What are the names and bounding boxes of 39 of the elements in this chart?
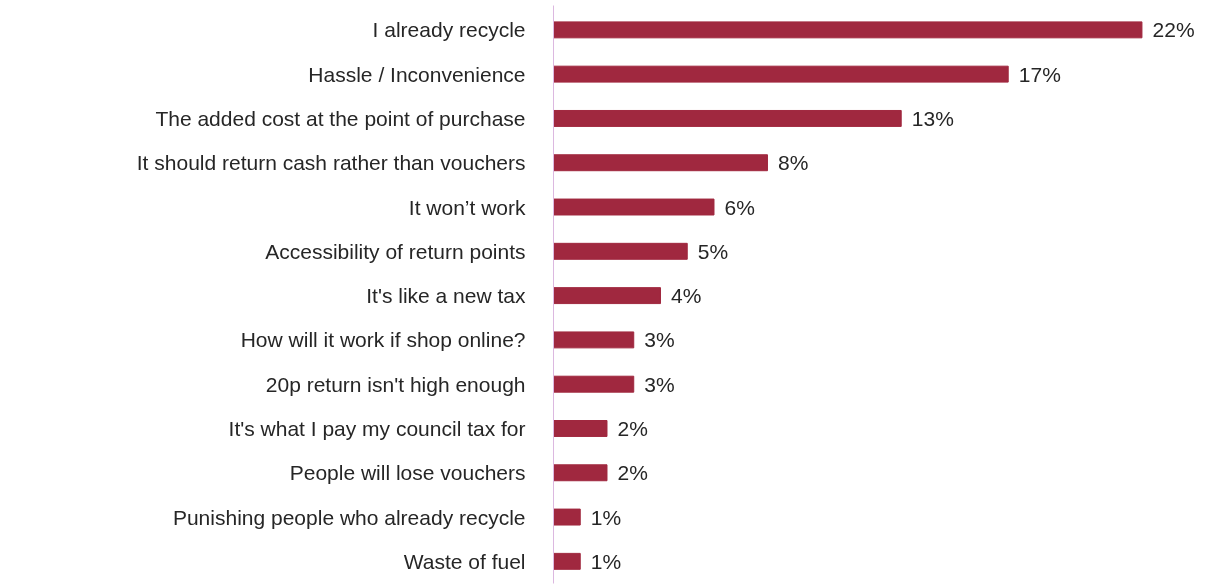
y-tick-label: It's what I pay my council tax for xyxy=(228,416,526,440)
y-tick-label: Accessibility of return points xyxy=(265,239,526,263)
data-label: 1% xyxy=(590,505,622,529)
data-label: 22% xyxy=(1152,18,1195,42)
data-label: 17% xyxy=(1018,62,1061,86)
y-tick-label: The added cost at the point of purchase xyxy=(155,106,526,130)
bar xyxy=(553,21,1143,39)
data-label: 3% xyxy=(644,372,675,396)
data-label: 5% xyxy=(697,239,729,263)
bar xyxy=(553,464,608,482)
data-label: 6% xyxy=(724,195,755,219)
bar xyxy=(553,375,635,393)
y-tick-label: How will it work if shop online? xyxy=(240,328,526,352)
bar xyxy=(553,420,608,437)
data-label: 3% xyxy=(644,328,675,352)
y-tick-label: I already recycle xyxy=(372,18,526,42)
bar xyxy=(553,331,635,349)
y-tick-label: Waste of fuel xyxy=(403,549,526,573)
y-tick-label: It should return cash rather than vouchers xyxy=(136,151,526,175)
bar xyxy=(553,242,688,260)
data-label: 8% xyxy=(778,151,809,175)
y-tick-label: Punishing people who already recycle xyxy=(172,505,526,529)
data-label: 1% xyxy=(590,549,622,573)
bar xyxy=(553,154,768,172)
y-tick-label: People will lose vouchers xyxy=(289,461,526,485)
data-label: 2% xyxy=(617,461,648,485)
bar xyxy=(553,287,661,305)
bar xyxy=(553,65,1009,83)
y-tick-label: It's like a new tax xyxy=(366,284,526,308)
data-label: 4% xyxy=(671,284,702,308)
bar xyxy=(553,552,581,570)
bar xyxy=(553,508,581,526)
y-tick-label: 20p return isn't high enough xyxy=(265,372,526,396)
data-label: 2% xyxy=(617,416,648,440)
y-tick-label: It won’t work xyxy=(408,195,526,219)
data-label: 13% xyxy=(911,106,954,130)
bar xyxy=(553,198,715,216)
bar xyxy=(553,109,902,127)
y-tick-label: Hassle / Inconvenience xyxy=(308,62,526,86)
